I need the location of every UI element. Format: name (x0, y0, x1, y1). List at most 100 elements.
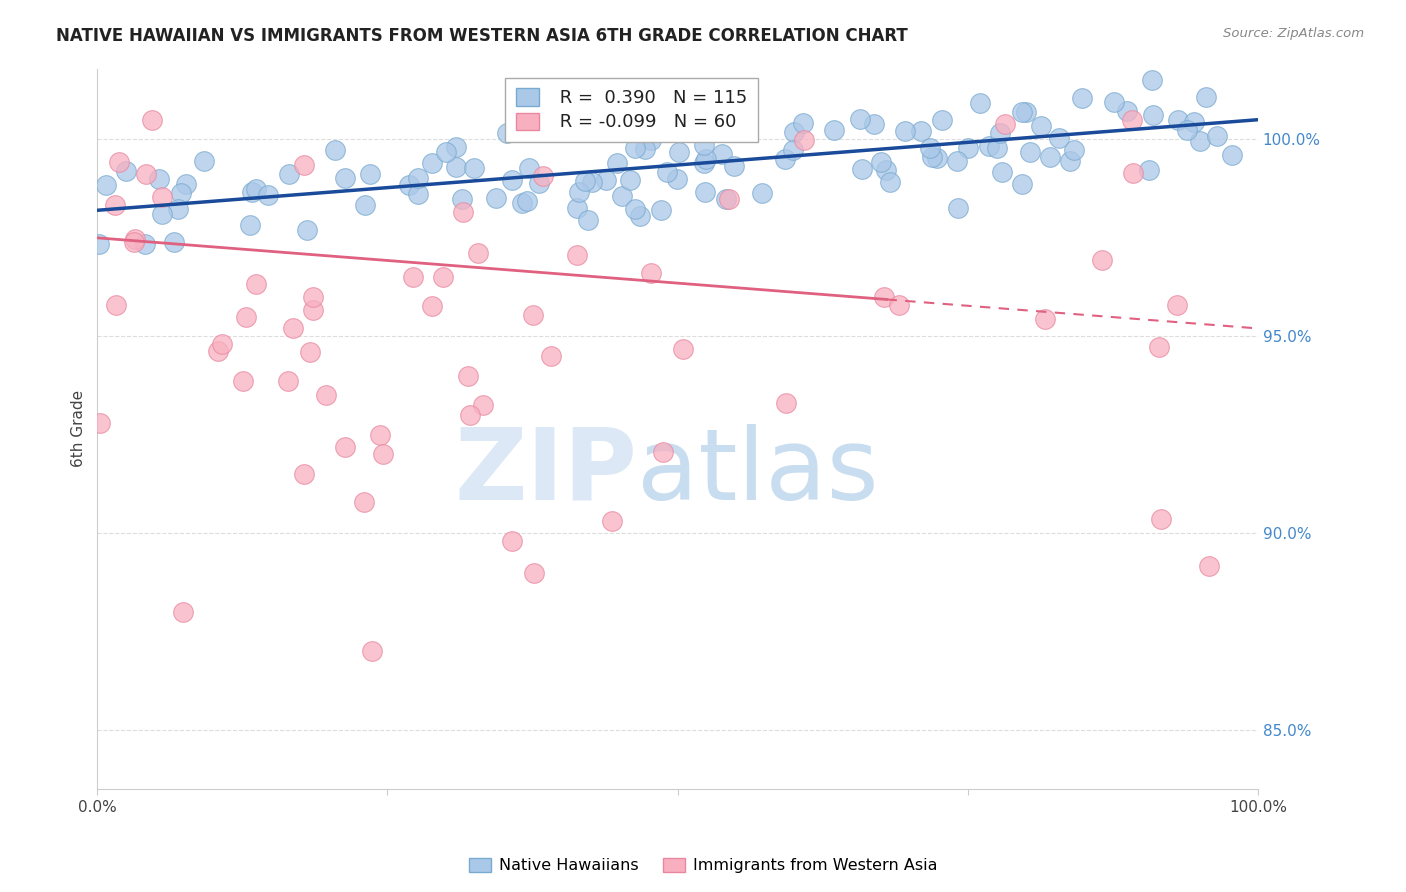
Point (467, 246, 489, 260)
Point (568, 123, 591, 137)
Point (957, 141, 980, 155)
Point (444, 160, 467, 174)
Point (567, 248, 589, 262)
Point (115, 163, 138, 178)
Point (420, 156, 443, 170)
Point (948, 201, 970, 215)
Point (1122, 166, 1144, 180)
Point (1220, 148, 1243, 162)
Point (695, 152, 717, 166)
Point (235, 310, 257, 324)
Point (540, 349, 562, 363)
Point (1166, 298, 1188, 312)
Point (519, 161, 541, 176)
Point (1011, 177, 1033, 191)
Text: Source: ZipAtlas.com: Source: ZipAtlas.com (1223, 27, 1364, 40)
Point (510, 196, 533, 211)
Point (693, 185, 716, 199)
Point (278, 167, 301, 181)
Point (211, 337, 233, 351)
Point (723, 159, 745, 173)
Point (1142, 73, 1164, 87)
Point (1019, 145, 1042, 160)
Point (315, 388, 337, 402)
Point (612, 87, 634, 102)
Point (87, 236, 110, 251)
Point (281, 321, 304, 335)
Point (408, 170, 430, 185)
Point (172, 605, 194, 619)
Point (457, 368, 479, 383)
Point (141, 112, 163, 127)
Point (994, 118, 1017, 132)
Text: atlas: atlas (637, 424, 879, 521)
Point (104, 198, 127, 212)
Point (1102, 95, 1125, 109)
Point (531, 169, 554, 183)
Point (166, 202, 188, 216)
Point (1147, 340, 1170, 354)
Point (606, 155, 628, 169)
Point (1116, 104, 1139, 119)
Point (921, 150, 943, 164)
Point (150, 190, 173, 204)
Point (925, 151, 948, 165)
Point (501, 534, 523, 549)
Point (245, 277, 267, 291)
Point (522, 308, 544, 322)
Point (444, 140, 467, 154)
Point (89, 416, 111, 430)
Point (94, 178, 117, 193)
Point (894, 124, 917, 138)
Point (302, 290, 325, 304)
Point (628, 209, 651, 223)
Point (582, 121, 605, 136)
Point (463, 161, 485, 175)
Point (299, 344, 322, 359)
Point (402, 270, 425, 285)
Point (485, 191, 508, 205)
Point (193, 154, 215, 169)
Point (1175, 123, 1198, 137)
Point (1206, 129, 1229, 144)
Point (105, 298, 128, 312)
Point (1182, 115, 1205, 129)
Point (406, 187, 429, 202)
Point (353, 494, 375, 508)
Point (775, 395, 797, 409)
Point (301, 303, 323, 318)
Point (432, 270, 454, 285)
Point (624, 141, 647, 155)
Point (979, 139, 1001, 153)
Point (232, 374, 254, 388)
Text: ZIP: ZIP (454, 424, 637, 521)
Point (135, 167, 157, 181)
Point (523, 566, 546, 580)
Point (595, 173, 617, 187)
Point (692, 138, 714, 153)
Point (238, 218, 260, 232)
Point (1059, 153, 1081, 168)
Point (1070, 91, 1092, 105)
Point (124, 232, 146, 246)
Point (163, 235, 186, 249)
Point (1167, 112, 1189, 127)
Point (1091, 253, 1114, 268)
Point (458, 408, 481, 422)
Point (373, 447, 395, 461)
Point (946, 153, 969, 168)
Point (501, 173, 523, 187)
Point (496, 127, 519, 141)
Point (783, 125, 806, 139)
Point (793, 133, 815, 147)
Point (887, 298, 910, 312)
Point (666, 172, 689, 186)
Point (620, 98, 643, 112)
Point (931, 112, 953, 127)
Point (879, 175, 901, 189)
Point (619, 172, 641, 186)
Point (1137, 162, 1160, 177)
Point (873, 290, 896, 304)
Point (875, 163, 897, 178)
Point (991, 165, 1014, 179)
